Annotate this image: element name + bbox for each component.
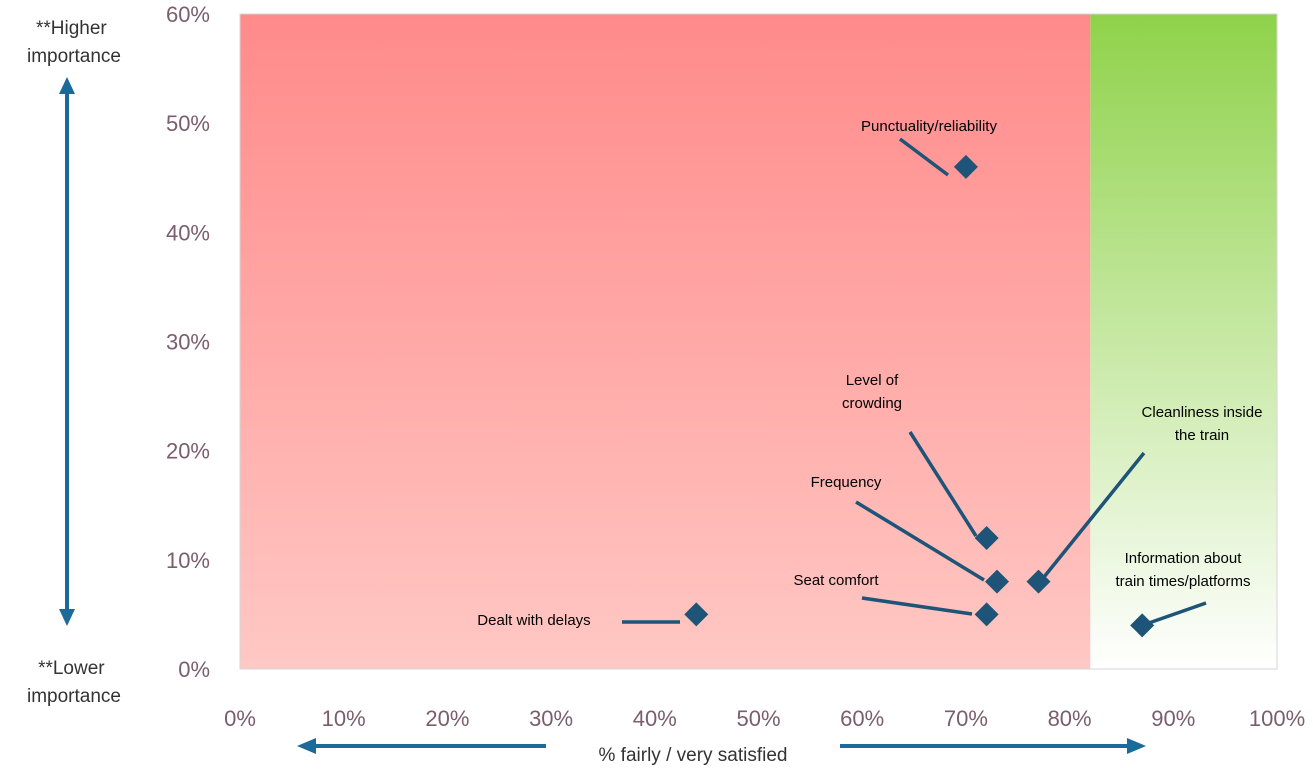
data-point-label: Punctuality/reliability [861, 118, 997, 135]
satisfaction-arrows [297, 738, 1146, 754]
data-point-label: Frequency [811, 474, 882, 491]
y-tick-label: 40% [166, 220, 210, 245]
data-point-marker [974, 602, 999, 627]
leader-line [855, 500, 985, 582]
x-tick-label: 90% [1151, 706, 1195, 731]
data-point-marker [974, 526, 999, 550]
importance-double-arrow [59, 77, 75, 626]
data-point-marker [953, 154, 978, 179]
data-point-label: Seat comfort [793, 572, 879, 589]
data-point-marker [1026, 569, 1051, 594]
data-point-label: Information about train times/platforms [1115, 550, 1250, 590]
data-point-marker [985, 569, 1010, 594]
x-tick-label: 30% [529, 706, 573, 731]
x-tick-label: 60% [840, 706, 884, 731]
dissatisfied-zone [240, 14, 1091, 669]
x-tick-label: 20% [425, 706, 469, 731]
data-point-marker [1130, 613, 1155, 638]
leader-line [1042, 451, 1146, 579]
y-tick-label: 0% [178, 657, 210, 682]
leader-line [861, 596, 973, 616]
leader-line [898, 137, 950, 177]
x-tick-label: 100% [1249, 706, 1305, 731]
y-tick-label: 10% [166, 548, 210, 573]
x-tick-label: 80% [1048, 706, 1092, 731]
data-point-marker [684, 602, 709, 627]
x-tick-label: 10% [322, 706, 366, 731]
x-tick-label: 70% [944, 706, 988, 731]
data-point-label: Cleanliness inside the train [1142, 404, 1263, 444]
plot-frame [239, 13, 1278, 670]
x-tick-label: 50% [736, 706, 780, 731]
lower-importance-label: **Lower importance [27, 658, 121, 707]
x-axis-title: % fairly / very satisfied [599, 745, 788, 766]
leader-line [908, 431, 978, 537]
leader-line [1145, 601, 1207, 626]
y-tick-label: 50% [166, 111, 210, 136]
higher-importance-label: **Higher importance [27, 18, 121, 67]
y-tick-label: 20% [166, 439, 210, 464]
data-point-label: Level of crowding [842, 372, 902, 412]
satisfied-zone [1090, 14, 1277, 669]
x-tick-label: 40% [633, 706, 677, 731]
y-tick-label: 30% [166, 330, 210, 355]
x-tick-label: 0% [224, 706, 256, 731]
y-tick-label: 60% [166, 2, 210, 27]
data-point-label: Dealt with delays [477, 612, 590, 629]
